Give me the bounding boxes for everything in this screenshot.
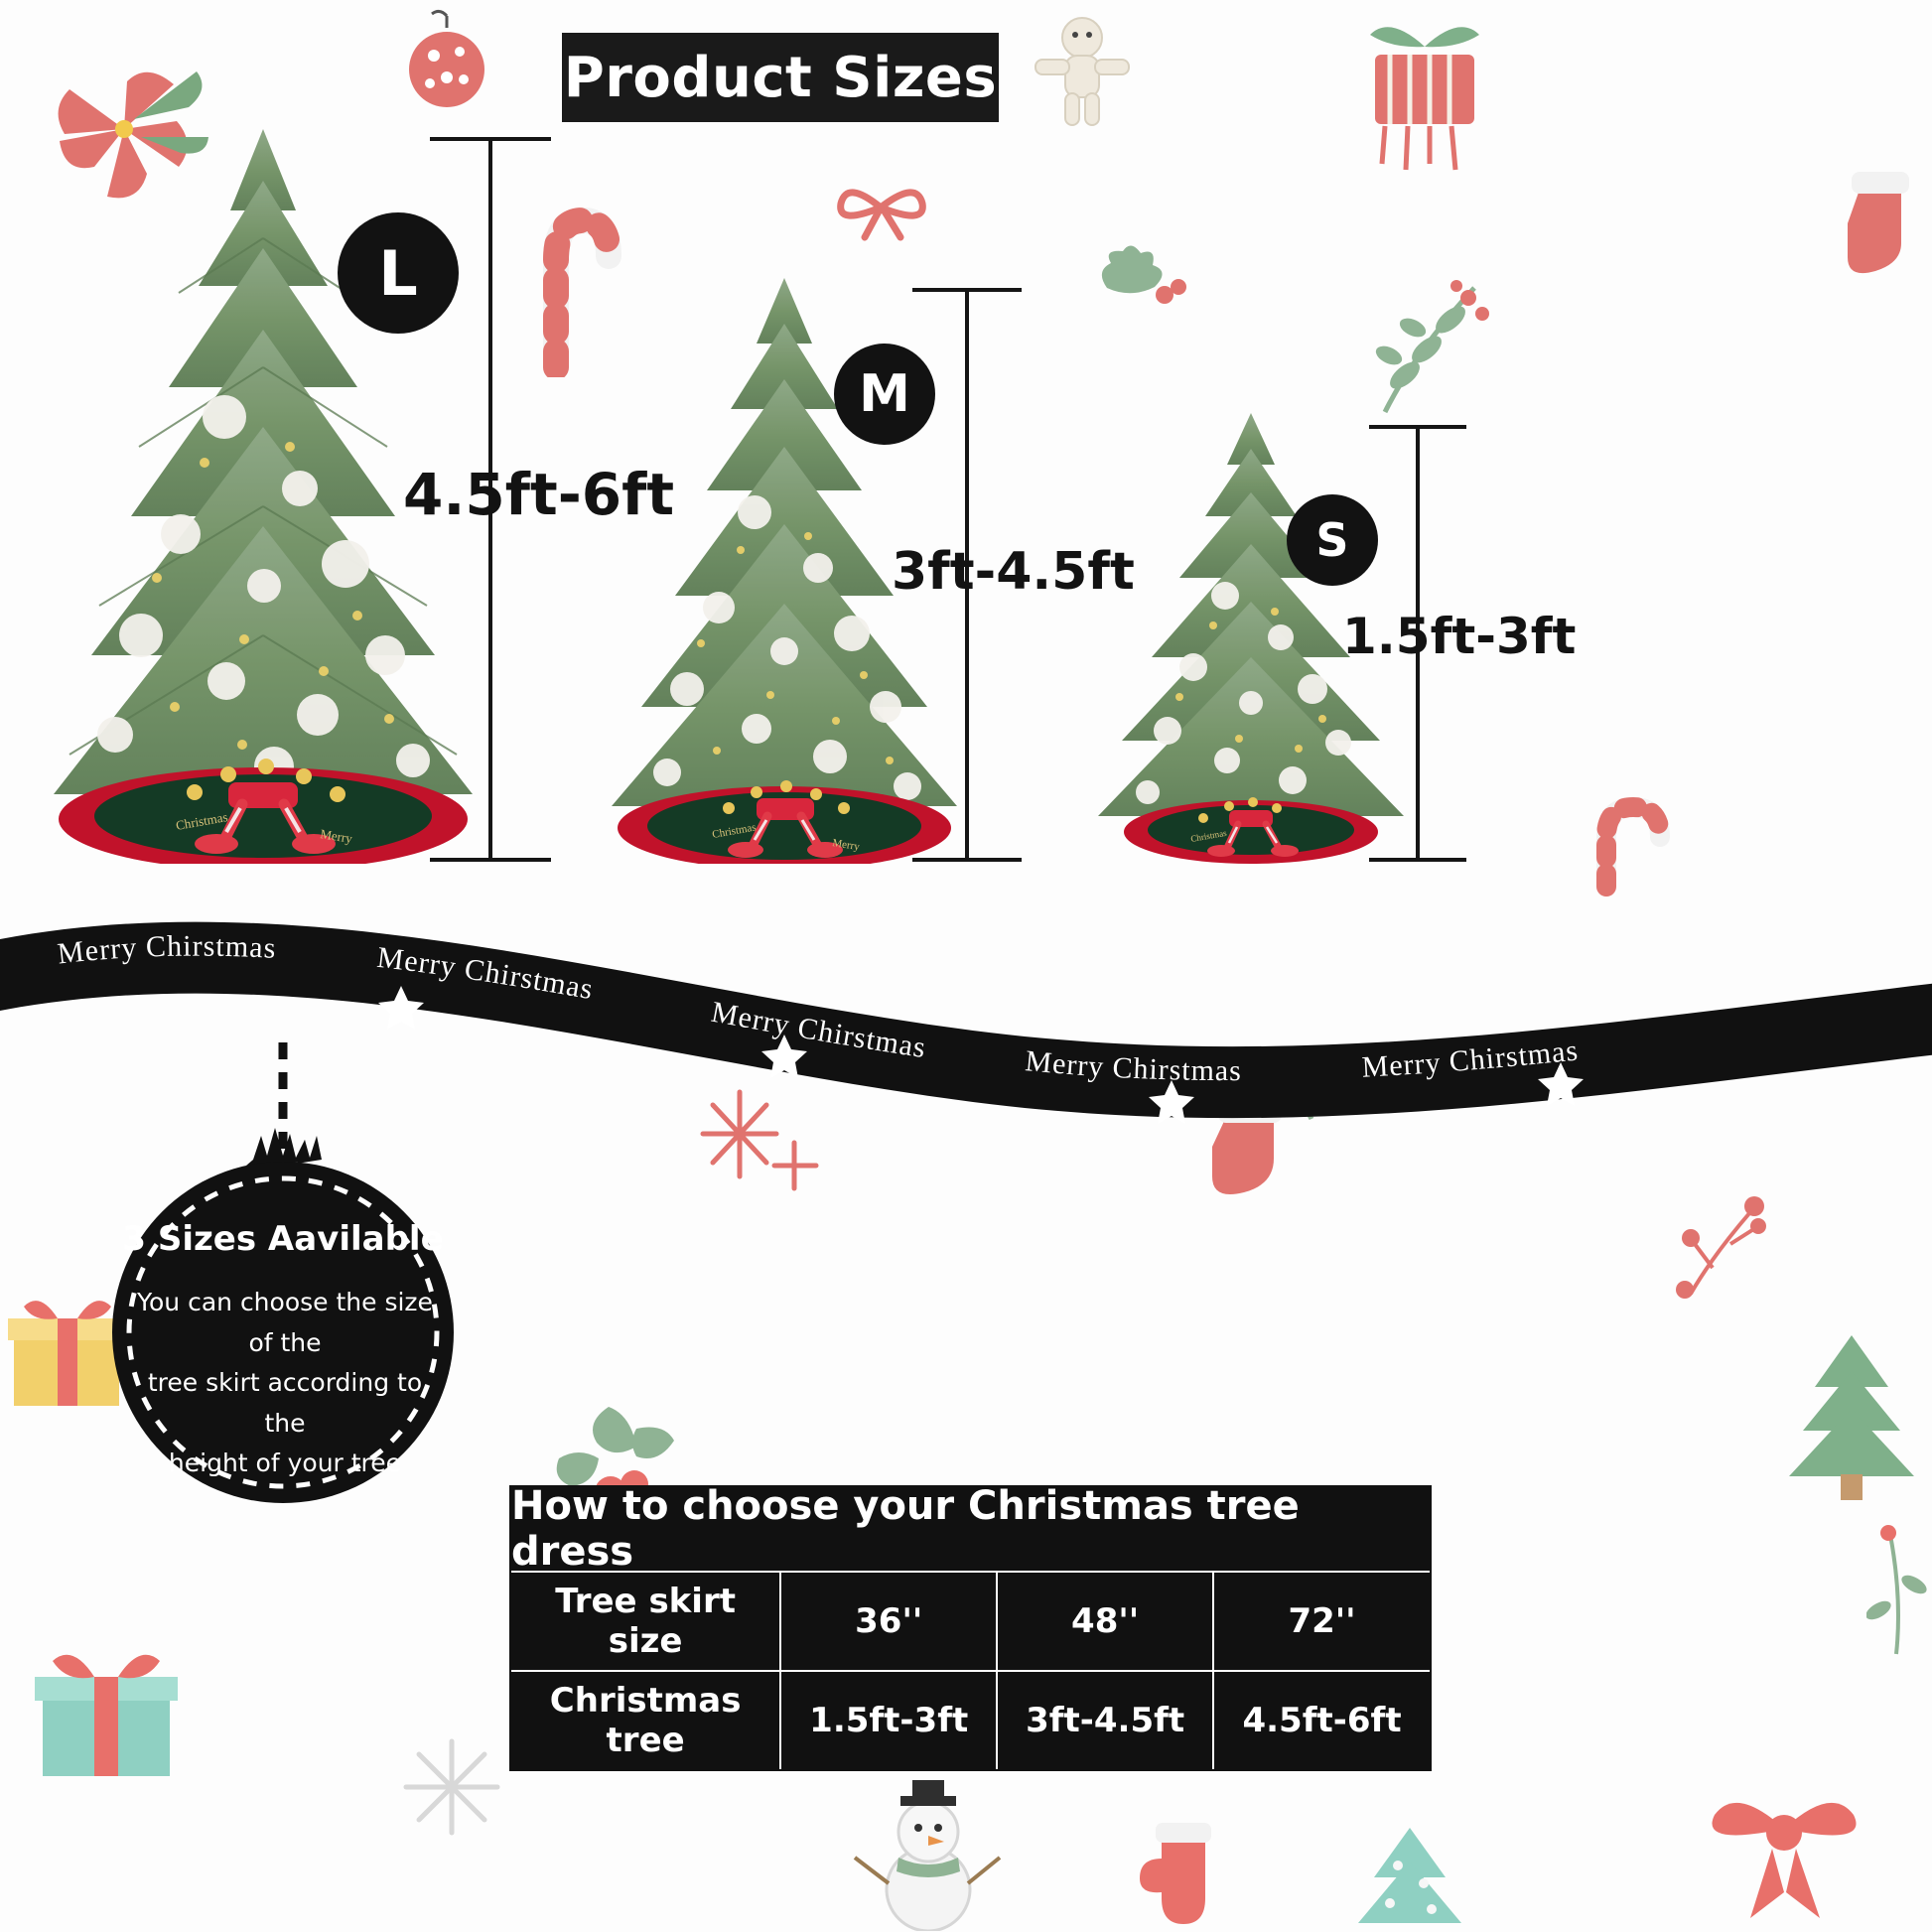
bow-icon — [1712, 1802, 1857, 1918]
merry-christmas-ribbon: Merry Chirstmas Merry Chirstmas Merry Ch… — [0, 903, 1932, 1162]
height-label-large: 4.5ft-6ft — [403, 461, 675, 528]
holly-icon — [1101, 245, 1186, 304]
ornament-ball — [112, 1162, 454, 1503]
ornament-ball-icon — [409, 9, 484, 107]
gingerbread-man-icon — [1035, 17, 1130, 126]
sizes-available-ornament — [104, 1042, 462, 1539]
ornament-cap-icon — [246, 1128, 322, 1166]
large-christmas-tree: Christmas Merry — [30, 119, 496, 864]
candy-cane-icon — [1596, 796, 1670, 897]
page-title-text: Product Sizes — [563, 45, 998, 110]
bracket-line — [1416, 425, 1420, 862]
svg-text:Merry: Merry — [320, 826, 354, 846]
height-label-small: 1.5ft-3ft — [1342, 608, 1577, 665]
pine-tree-icon — [1358, 1828, 1461, 1923]
page-title: Product Sizes — [562, 33, 999, 122]
bracket-cap-bottom — [430, 858, 551, 862]
ornament-title: 3 Sizes Aavilable — [122, 1219, 444, 1259]
ornament-description-line-2: tree skirt according to the — [147, 1368, 423, 1438]
table-row-label: Christmas tree — [511, 1670, 782, 1769]
table-cell: 4.5ft-6ft — [1212, 1670, 1430, 1769]
table-cell: 1.5ft-3ft — [779, 1670, 999, 1769]
bracket-line — [965, 288, 969, 862]
table-row-label: Tree skirt size — [511, 1571, 782, 1672]
small-christmas-tree: Christmas — [1082, 407, 1420, 864]
table-cell: 72'' — [1212, 1571, 1430, 1672]
bracket-line — [488, 137, 492, 862]
ornament-description-line-3: height of your tree — [168, 1449, 402, 1477]
pine-tree-icon — [1789, 1335, 1914, 1500]
size-badge-small: S — [1287, 494, 1378, 586]
ornament-description: You can choose the size of the tree skir… — [127, 1283, 443, 1484]
size-badge-medium: M — [834, 344, 935, 445]
size-guide-table: How to choose your Christmas tree dress … — [509, 1483, 1432, 1771]
snowman-icon — [853, 1780, 1002, 1931]
stocking-icon — [1848, 172, 1909, 274]
ornament-dashed-border — [126, 1175, 440, 1489]
bracket-cap-bottom — [1369, 858, 1466, 862]
ornament-description-line-1: You can choose the size of the — [137, 1288, 433, 1357]
bow-icon — [837, 189, 926, 241]
medium-christmas-tree: Christmas Merry — [596, 270, 973, 864]
size-badge-large: L — [338, 212, 459, 334]
star-icon — [378, 986, 1584, 1124]
size-badge-medium-label: M — [859, 364, 910, 424]
gift-box-icon — [35, 1654, 178, 1776]
height-label-medium: 3ft-4.5ft — [892, 542, 1135, 602]
svg-text:Merry: Merry — [832, 837, 862, 853]
berry-sprig-icon — [1866, 1525, 1927, 1655]
size-badge-small-label: S — [1315, 513, 1349, 567]
table-cell: 3ft-4.5ft — [996, 1670, 1215, 1769]
table-row: Christmas tree 1.5ft-3ft 3ft-4.5ft 4.5ft… — [511, 1670, 1430, 1769]
table-cell: 48'' — [996, 1571, 1215, 1672]
hanging-basket-icon — [1370, 27, 1479, 171]
size-guide-heading: How to choose your Christmas tree dress — [511, 1483, 1430, 1575]
table-row: Tree skirt size 36'' 48'' 72'' — [511, 1571, 1430, 1672]
table-cell: 36'' — [779, 1571, 999, 1672]
mistletoe-icon — [1375, 280, 1489, 414]
size-badge-large-label: L — [378, 236, 418, 310]
snowflake-icon — [403, 1738, 500, 1836]
berry-sprig-icon — [1676, 1196, 1766, 1299]
mitten-icon — [1140, 1823, 1211, 1924]
bracket-cap-bottom — [912, 858, 1022, 862]
